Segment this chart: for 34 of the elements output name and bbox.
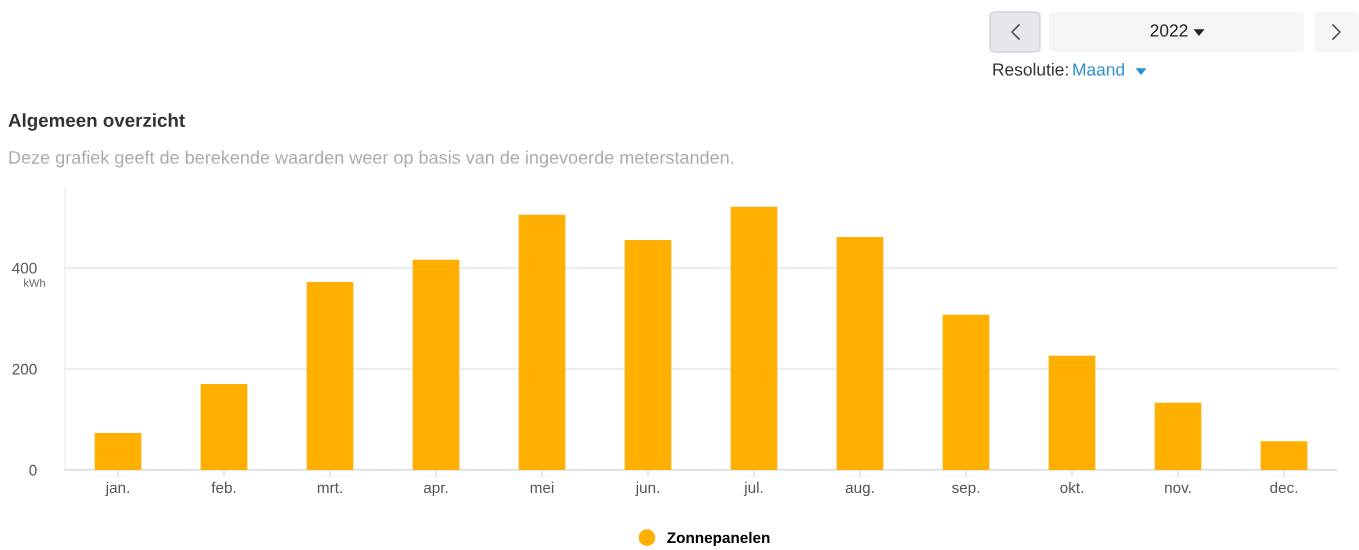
y-tick-label: 200 <box>12 363 37 375</box>
x-tick-label: sep. <box>951 484 980 497</box>
bar <box>730 206 778 470</box>
x-tick-label: jan. <box>105 481 129 497</box>
chart-title: Algemeen overzicht <box>8 113 185 131</box>
x-tick-label: jun. <box>635 481 659 497</box>
x-tick-label: dec. <box>1270 481 1298 494</box>
x-tick-label: nov. <box>1165 484 1191 494</box>
x-tick-label: aug. <box>845 484 874 497</box>
x-tick-label: jul. <box>743 481 763 497</box>
x-tick-label: apr. <box>423 484 448 497</box>
bar <box>306 282 354 470</box>
bar <box>200 384 248 470</box>
bar <box>942 314 990 470</box>
bar <box>94 433 142 470</box>
bar <box>836 237 884 470</box>
bar <box>1260 441 1308 470</box>
y-tick-label: 400 <box>12 262 37 274</box>
text: 2022 <box>1150 24 1188 37</box>
x-tick-label: mei <box>530 481 554 494</box>
x-tick-label: feb. <box>211 481 236 494</box>
bar <box>1048 355 1096 470</box>
chart-subtitle: Deze grafiek geeft de berekende waarden weer op basis van de ingevoerde meterstanden. <box>9 150 734 168</box>
bar <box>624 240 672 470</box>
text: Resolutie: <box>993 62 1068 76</box>
legend-label: Zonnepanelen <box>667 531 770 547</box>
x-tick-label: okt. <box>1060 481 1083 494</box>
bar <box>1154 402 1202 470</box>
bar <box>518 214 566 470</box>
text: Maand <box>1073 62 1124 76</box>
y-axis-title: kWh <box>24 278 45 287</box>
bar <box>412 259 460 470</box>
x-tick-label: mrt. <box>317 483 342 493</box>
y-tick-label: 0 <box>29 464 37 476</box>
